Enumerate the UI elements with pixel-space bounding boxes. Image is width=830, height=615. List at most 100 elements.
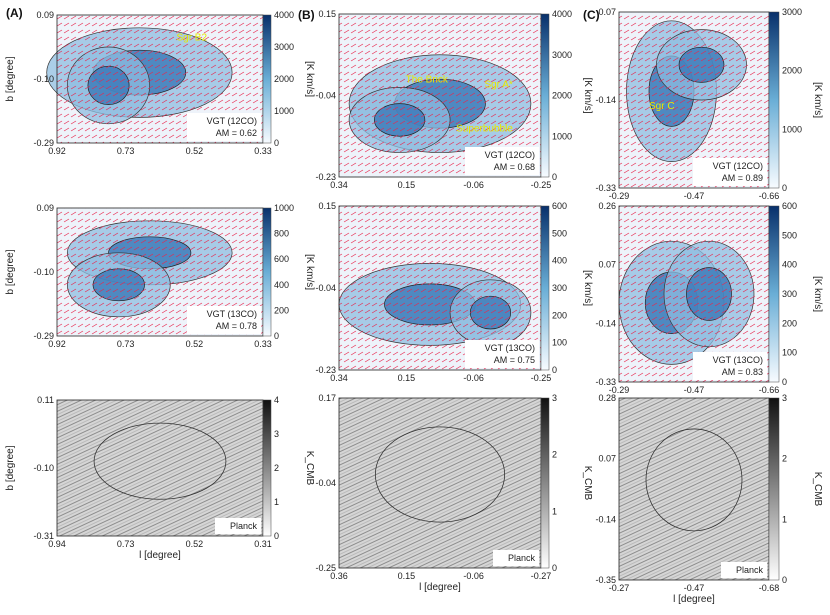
legend-text: VGT (13CO) xyxy=(713,355,763,365)
colorbar-tick: 3000 xyxy=(552,50,572,60)
colorbar-label: K_CMB xyxy=(582,466,593,501)
y-tick: 0.17 xyxy=(318,393,336,403)
legend-text: VGT (13CO) xyxy=(485,343,535,353)
region-annotation: Sgr C xyxy=(649,101,675,112)
legend-text: AM = 0.62 xyxy=(216,128,257,138)
region-annotation: Sgr A* xyxy=(484,79,512,90)
x-tick: -0.06 xyxy=(463,373,484,383)
x-tick: 0.33 xyxy=(254,146,272,156)
colorbar-tick: 2000 xyxy=(274,74,294,84)
colorbar xyxy=(768,11,780,189)
x-tick: 0.31 xyxy=(254,539,272,549)
y-tick: -0.14 xyxy=(595,95,616,105)
colorbar xyxy=(540,397,550,569)
x-tick: 0.15 xyxy=(398,180,416,190)
legend-box xyxy=(493,550,539,566)
y-tick: -0.31 xyxy=(33,531,54,541)
x-tick: 0.94 xyxy=(48,539,66,549)
panel-letter-a: (A) xyxy=(6,6,23,20)
colorbar-tick: 3 xyxy=(274,429,279,439)
colorbar-tick: 3000 xyxy=(782,7,802,17)
x-tick: 0.73 xyxy=(117,339,135,349)
y-tick: -0.04 xyxy=(315,283,336,293)
x-tick: 0.92 xyxy=(48,146,66,156)
legend-text: Planck xyxy=(230,521,258,531)
legend-text: AM = 0.68 xyxy=(494,162,535,172)
y-tick: 0.26 xyxy=(598,201,616,211)
legend-text: AM = 0.78 xyxy=(216,321,257,331)
panel-b2: 0 100 200 300 400 500 600 [K km/s] 0.34 0.15 -0.06… xyxy=(315,201,593,383)
x-tick: 0.34 xyxy=(330,180,348,190)
x-tick: 0.36 xyxy=(330,571,348,581)
x-tick: -0.27 xyxy=(531,571,552,581)
legend-box xyxy=(465,340,539,368)
legend-text: VGT (12CO) xyxy=(207,116,257,126)
colorbar-tick: 3000 xyxy=(274,42,294,52)
x-tick: -0.68 xyxy=(759,583,780,593)
contour-line xyxy=(645,428,743,532)
colorbar-tick: 4 xyxy=(274,395,279,405)
colorbar-tick: 1 xyxy=(274,497,279,507)
colorbar-tick: 500 xyxy=(552,228,567,238)
colorbar-tick: 400 xyxy=(782,260,797,270)
legend-text: VGT (12CO) xyxy=(485,150,535,160)
region-annotation: The Brick xyxy=(406,74,449,85)
colorbar-tick: 0 xyxy=(552,563,557,573)
legend-box xyxy=(721,562,767,578)
x-axis-label: l [degree] xyxy=(673,594,715,605)
colorbar-tick: 1000 xyxy=(552,131,572,141)
colorbar-tick: 0 xyxy=(782,183,787,193)
legend-box xyxy=(187,113,261,141)
y-tick: -0.33 xyxy=(595,377,616,387)
x-tick: -0.47 xyxy=(684,191,705,201)
contour-line xyxy=(93,422,227,500)
colorbar-tick: 2000 xyxy=(552,91,572,101)
x-tick: 0.15 xyxy=(398,571,416,581)
panel-a2: 0 200 400 600 800 1000 [K km/s] 0.92 0.73 0.52 0.3… xyxy=(5,203,315,349)
colorbar-tick: 3 xyxy=(552,393,557,403)
colorbar-tick: 2 xyxy=(782,454,787,464)
y-tick: 0.07 xyxy=(598,454,616,464)
colorbar-tick: 2 xyxy=(552,450,557,460)
colorbar-tick: 0 xyxy=(274,531,279,541)
legend-box xyxy=(693,158,767,186)
legend-text: VGT (12CO) xyxy=(713,161,763,171)
colorbar-tick: 3 xyxy=(782,393,787,403)
y-tick: -0.04 xyxy=(315,91,336,101)
x-tick: -0.29 xyxy=(609,385,630,395)
colorbar-label: K_CMB xyxy=(304,451,315,486)
colorbar-tick: 200 xyxy=(552,310,567,320)
y-axis-label: b [degree] xyxy=(5,56,16,101)
colorbar-label: [K km/s] xyxy=(582,77,593,113)
colorbar-tick: 600 xyxy=(274,254,289,264)
colorbar-label: [K km/s] xyxy=(304,254,315,290)
x-axis-label: l [degree] xyxy=(419,582,461,593)
panel-c1: 0 1000 2000 3000 [K km/s] -0.29 -0.47 -0.66 0.07… xyxy=(595,7,823,201)
colorbar-label: [K km/s] xyxy=(812,82,823,118)
y-tick: -0.10 xyxy=(33,267,54,277)
colorbar-tick: 2000 xyxy=(782,66,802,76)
legend-text: AM = 0.89 xyxy=(722,173,763,183)
x-tick: -0.06 xyxy=(463,180,484,190)
colorbar-tick: 300 xyxy=(782,289,797,299)
region-annotation: Sgr B2 xyxy=(176,33,207,44)
legend-box xyxy=(693,352,767,380)
colorbar-tick: 200 xyxy=(782,318,797,328)
colorbar-tick: 0 xyxy=(782,377,787,387)
y-tick: 0.07 xyxy=(598,7,616,17)
panel-letter-b: (B) xyxy=(298,8,315,22)
lic-texture xyxy=(619,398,769,580)
x-tick: -0.25 xyxy=(531,180,552,190)
colorbar xyxy=(262,399,272,537)
colorbar-tick: 600 xyxy=(552,201,567,211)
colorbar-tick: 4000 xyxy=(552,9,572,19)
x-tick: -0.27 xyxy=(609,583,630,593)
legend-text: Planck xyxy=(736,565,764,575)
y-tick: 0.09 xyxy=(36,203,54,213)
legend-box xyxy=(465,147,539,175)
y-tick: 0.15 xyxy=(318,201,336,211)
x-tick: 0.52 xyxy=(186,146,204,156)
x-tick: -0.66 xyxy=(759,191,780,201)
lic-texture xyxy=(57,400,263,536)
colorbar-tick: 100 xyxy=(782,348,797,358)
